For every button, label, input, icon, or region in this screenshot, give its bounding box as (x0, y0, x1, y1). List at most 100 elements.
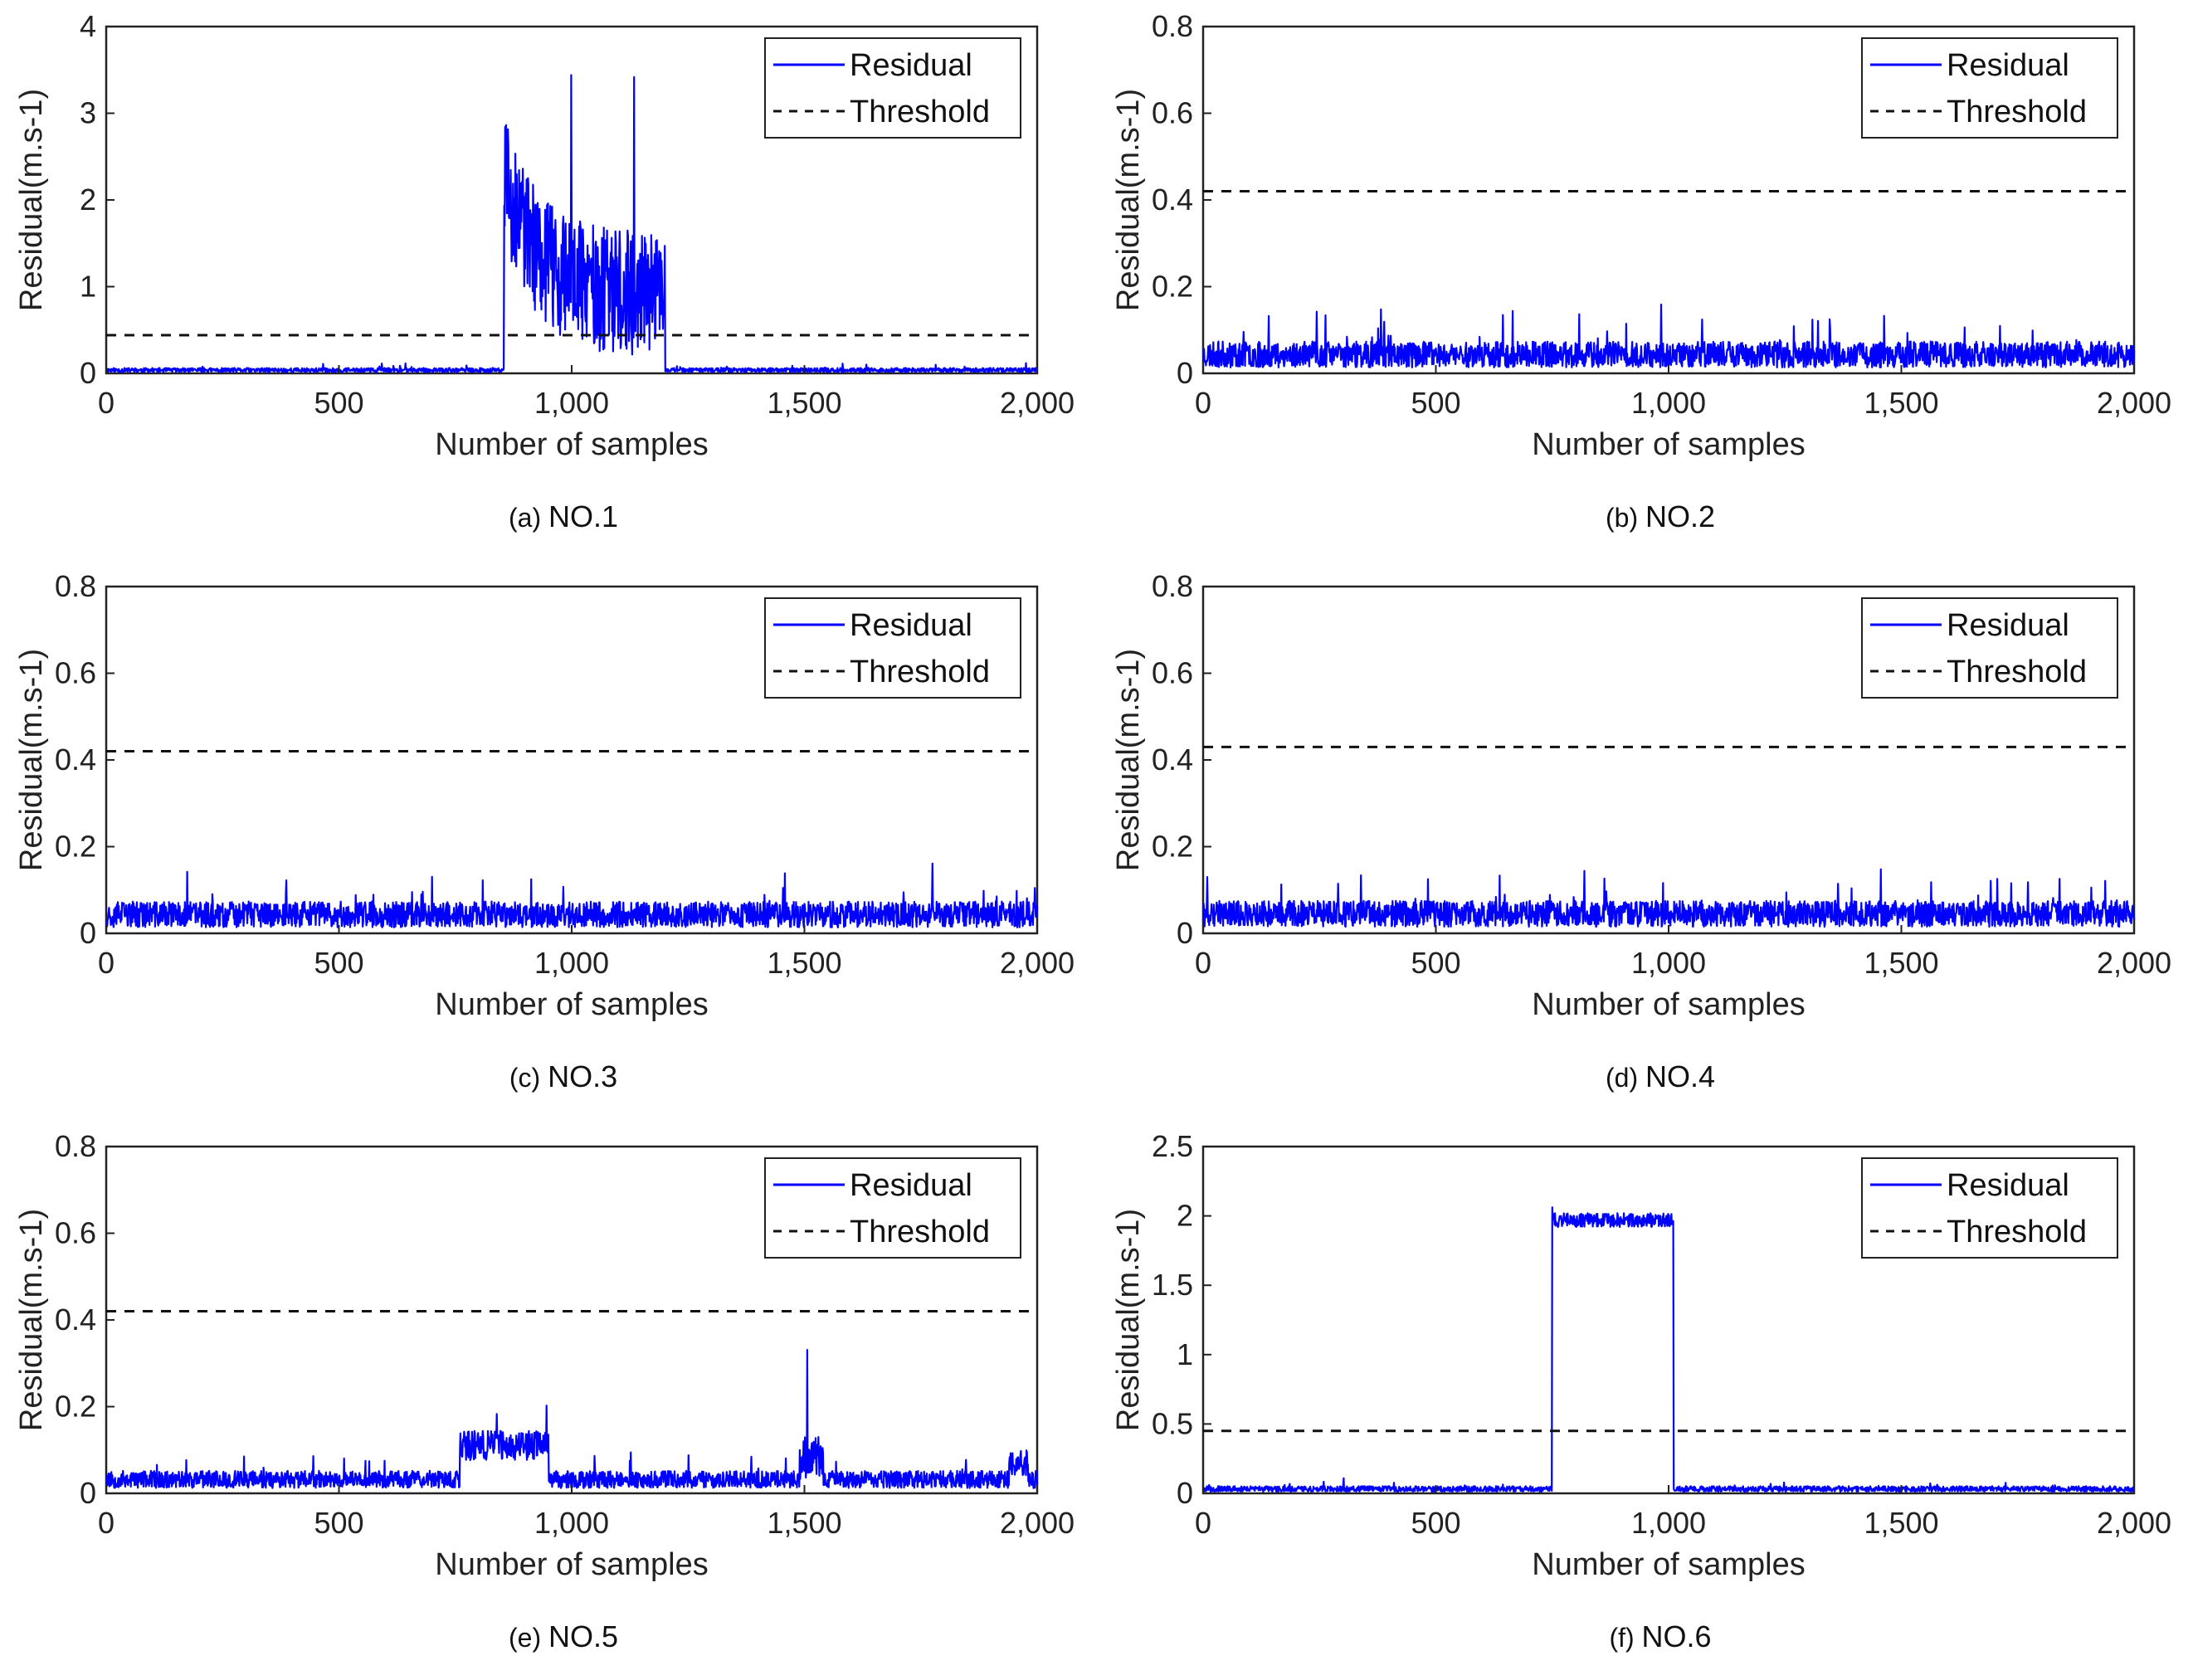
y-tick-label: 4 (80, 9, 96, 43)
x-tick-label: 2,000 (1000, 386, 1075, 420)
y-tick-label: 0.2 (55, 830, 96, 864)
legend-box (764, 597, 1021, 699)
legend: Residual Threshold (764, 597, 1021, 699)
y-axis-label: Residual(m.s-1) (14, 89, 49, 311)
y-axis-label: Residual(m.s-1) (14, 649, 49, 871)
y-tick-label: 0.6 (1152, 656, 1193, 690)
residual-series-line (105, 74, 1038, 373)
chart-caption: (a) NO.1 (509, 499, 618, 533)
y-tick-label: 2 (1177, 1199, 1193, 1233)
x-tick-label: 2,000 (2097, 1506, 2171, 1540)
chart-panel-3: 0 500 1,000 1,500 2,000 0 0.2 0.4 0.6 0.8 Number o… (0, 560, 1097, 1120)
caption-letter: (e) (509, 1623, 548, 1653)
x-tick-label: 500 (314, 1506, 363, 1540)
caption-letter: (a) (509, 503, 548, 533)
x-tick-label: 1,000 (534, 946, 609, 980)
legend-residual-label: Residual (1947, 1168, 2069, 1203)
chart-panel-1: 0 500 1,000 1,500 2,000 0 1 2 3 4 Number of sample… (0, 0, 1097, 560)
legend: Residual Threshold (764, 37, 1021, 139)
x-tick-label: 0 (1195, 1506, 1211, 1540)
chart-panel-5: 0 500 1,000 1,500 2,000 0 0.2 0.4 0.6 0.8 Number o… (0, 1120, 1097, 1680)
y-tick-label: 1 (80, 270, 96, 304)
legend-box (1861, 37, 2118, 139)
x-tick-label: 1,000 (1631, 1506, 1706, 1540)
legend: Residual Threshold (1861, 1157, 2118, 1259)
y-tick-label: 0.4 (55, 743, 96, 777)
x-axis-label: Number of samples (435, 987, 708, 1022)
x-tick-label: 500 (1411, 946, 1460, 980)
y-tick-label: 0 (1177, 356, 1193, 390)
y-tick-label: 0.8 (55, 569, 96, 603)
x-tick-label: 2,000 (1000, 1506, 1075, 1540)
y-tick-label: 0.2 (1152, 270, 1193, 304)
legend-box (764, 37, 1021, 139)
x-tick-label: 1,500 (767, 1506, 841, 1540)
caption-name: NO.2 (1645, 499, 1715, 533)
y-tick-label: 2 (80, 183, 96, 217)
legend: Residual Threshold (1861, 597, 2118, 699)
y-tick-label: 0 (80, 356, 96, 390)
x-tick-label: 0 (1195, 946, 1211, 980)
x-tick-label: 1,500 (1864, 386, 1938, 420)
legend: Residual Threshold (1861, 37, 2118, 139)
x-tick-label: 2,000 (2097, 946, 2171, 980)
x-tick-label: 1,500 (767, 386, 841, 420)
legend-residual-label: Residual (1947, 48, 2069, 83)
x-axis-label: Number of samples (1532, 427, 1805, 462)
residual-series-line (1201, 304, 2136, 368)
legend-threshold-label: Threshold (1947, 655, 2087, 689)
x-axis-label: Number of samples (435, 427, 708, 462)
x-tick-label: 0 (98, 946, 115, 980)
caption-letter: (f) (1609, 1623, 1641, 1653)
chart-caption: (d) NO.4 (1606, 1059, 1715, 1093)
legend-residual-label: Residual (1947, 608, 2069, 643)
x-tick-label: 1,000 (534, 386, 609, 420)
y-tick-label: 0.6 (55, 1216, 96, 1250)
x-tick-label: 0 (98, 1506, 115, 1540)
legend-threshold-label: Threshold (850, 1215, 990, 1249)
chart-svg: 0 500 1,000 1,500 2,000 0 1 2 3 4 Number of sample… (14, 9, 1075, 533)
y-tick-label: 0 (1177, 916, 1193, 950)
y-tick-label: 0.8 (1152, 9, 1193, 43)
x-tick-label: 500 (314, 946, 363, 980)
chart-panel-2: 0 500 1,000 1,500 2,000 0 0.2 0.4 0.6 0.8 Number o… (1097, 0, 2193, 560)
caption-name: NO.1 (548, 499, 618, 533)
y-tick-label: 1 (1177, 1337, 1193, 1371)
chart-panel-6: 0 500 1,000 1,500 2,000 0 0.5 1 1.5 2 2.5 Number of… (1097, 1120, 2193, 1680)
x-axis-label: Number of samples (1532, 1547, 1805, 1582)
x-tick-label: 500 (314, 386, 363, 420)
legend-box (764, 1157, 1021, 1259)
y-tick-label: 0 (80, 1476, 96, 1510)
y-tick-label: 2.5 (1152, 1129, 1193, 1163)
caption-name: NO.4 (1645, 1059, 1715, 1093)
legend-box (1861, 1157, 2118, 1259)
caption-name: NO.5 (548, 1619, 618, 1653)
y-tick-label: 0.2 (1152, 830, 1193, 864)
x-axis-label: Number of samples (1532, 987, 1805, 1022)
x-tick-label: 0 (1195, 386, 1211, 420)
residual-series-line (1201, 868, 2136, 928)
caption-letter: (b) (1606, 503, 1645, 533)
chart-caption: (c) NO.3 (509, 1059, 617, 1093)
x-tick-label: 1,500 (767, 946, 841, 980)
chart-svg: 0 500 1,000 1,500 2,000 0 0.2 0.4 0.6 0.8 Number o… (14, 569, 1075, 1093)
y-tick-label: 0.8 (55, 1129, 96, 1163)
x-tick-label: 2,000 (1000, 946, 1075, 980)
x-tick-label: 1,000 (534, 1506, 609, 1540)
y-tick-label: 1.5 (1152, 1268, 1193, 1302)
chart-panel-4: 0 500 1,000 1,500 2,000 0 0.2 0.4 0.6 0.8 Number o… (1097, 560, 2193, 1120)
x-tick-label: 500 (1411, 1506, 1460, 1540)
legend-box (1861, 597, 2118, 699)
caption-letter: (c) (509, 1063, 548, 1093)
legend-threshold-label: Threshold (850, 95, 990, 129)
chart-svg: 0 500 1,000 1,500 2,000 0 0.2 0.4 0.6 0.8 Number o… (1111, 569, 2171, 1093)
y-tick-label: 0.4 (1152, 743, 1193, 777)
y-tick-label: 0 (80, 916, 96, 950)
x-tick-label: 2,000 (2097, 386, 2171, 420)
caption-name: NO.3 (548, 1059, 617, 1093)
chart-svg: 0 500 1,000 1,500 2,000 0 0.5 1 1.5 2 2.5 Number of… (1111, 1129, 2171, 1653)
y-tick-label: 0.2 (55, 1390, 96, 1424)
y-tick-label: 0 (1177, 1476, 1193, 1510)
x-tick-label: 1,000 (1631, 946, 1706, 980)
y-tick-label: 0.4 (55, 1303, 96, 1337)
